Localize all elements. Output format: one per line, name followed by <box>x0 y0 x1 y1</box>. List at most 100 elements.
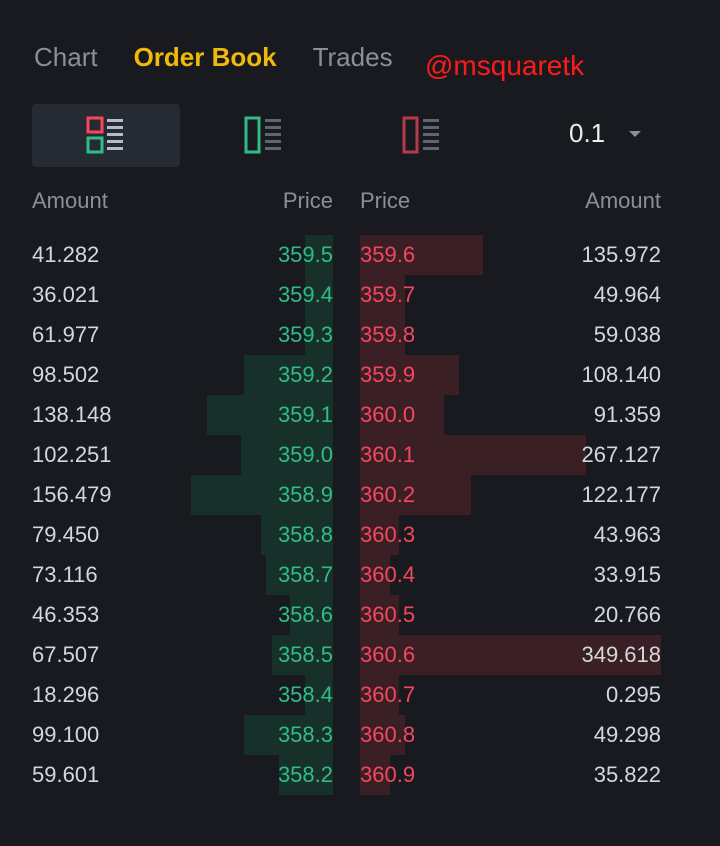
view-bids-button[interactable] <box>190 104 338 167</box>
bid-depth-bar <box>191 475 333 515</box>
order-book-row[interactable]: 18.296 358.4 360.7 0.295 <box>0 675 720 715</box>
bid-depth-bar <box>266 555 333 595</box>
bid-depth-bar <box>244 715 333 755</box>
ask-depth-bar <box>360 435 586 475</box>
bid-price: 358.7 <box>277 562 333 587</box>
ask-amount: 349.618 <box>581 642 661 667</box>
ask-depth-bar <box>360 715 405 755</box>
ask-price: 360.7 <box>360 682 416 707</box>
bid-price: 358.9 <box>277 482 333 507</box>
tab-chart[interactable]: Chart <box>34 41 98 72</box>
order-book-row[interactable]: 79.450 358.8 360.3 43.963 <box>0 515 720 555</box>
bid-amount: 18.296 <box>32 682 100 707</box>
bid-amount: 102.251 <box>32 442 112 467</box>
ask-amount: 135.972 <box>581 242 661 267</box>
ask-amount: 108.140 <box>581 362 661 387</box>
ask-depth-bar <box>360 515 399 555</box>
ask-depth-bar <box>360 635 661 675</box>
ask-amount: 59.038 <box>593 322 661 347</box>
bid-depth-bar <box>305 235 333 275</box>
bid-amount: 79.450 <box>32 522 100 547</box>
watermark-text: @msquaretk <box>425 50 585 81</box>
bid-price: 359.5 <box>277 242 333 267</box>
tab-trades[interactable]: Trades <box>312 41 393 72</box>
order-book-row[interactable]: 46.353 358.6 360.5 20.766 <box>0 595 720 635</box>
view-both-button[interactable] <box>32 104 180 167</box>
ask-price: 359.8 <box>360 322 416 347</box>
ask-price: 360.2 <box>360 482 416 507</box>
ask-amount: 43.963 <box>593 522 661 547</box>
ask-amount: 122.177 <box>581 482 661 507</box>
bid-amount: 98.502 <box>32 362 100 387</box>
bid-price: 359.0 <box>277 442 333 467</box>
header-ask-amount: Amount <box>585 188 661 213</box>
order-book-row[interactable]: 99.100 358.3 360.8 49.298 <box>0 715 720 755</box>
bid-depth-bar <box>290 595 333 635</box>
bid-price: 359.4 <box>277 282 333 307</box>
header-ask-price: Price <box>360 188 411 213</box>
order-book-row[interactable]: 102.251 359.0 360.1 267.127 <box>0 435 720 475</box>
bid-price: 358.6 <box>277 602 333 627</box>
order-book-row[interactable]: 73.116 358.7 360.4 33.915 <box>0 555 720 595</box>
ask-depth-bar <box>360 755 390 795</box>
bid-amount: 59.601 <box>32 762 100 787</box>
bid-depth-bar <box>305 675 333 715</box>
order-book-row[interactable]: 138.148 359.1 360.0 91.359 <box>0 395 720 435</box>
ask-price: 360.4 <box>360 562 416 587</box>
order-book-row[interactable]: 59.601 358.2 360.9 35.822 <box>0 755 720 795</box>
tab-bar: Chart Order Book Trades <box>34 40 429 74</box>
ask-price: 360.1 <box>360 442 416 467</box>
precision-value: 0.1 <box>569 118 606 148</box>
bid-amount: 67.507 <box>32 642 100 667</box>
ask-price: 360.5 <box>360 602 416 627</box>
bid-depth-bar <box>261 515 333 555</box>
ask-price: 360.3 <box>360 522 416 547</box>
ask-depth-bar <box>360 555 390 595</box>
ask-amount: 0.295 <box>605 682 661 707</box>
precision-selector[interactable]: 0.1 <box>569 118 642 149</box>
bid-amount: 156.479 <box>32 482 112 507</box>
bid-amount: 41.282 <box>32 242 100 267</box>
ask-amount: 20.766 <box>593 602 661 627</box>
bid-price: 358.4 <box>277 682 333 707</box>
order-book-row[interactable]: 41.282 359.5 359.6 135.972 <box>0 235 720 275</box>
header-bid-price: Price <box>282 188 333 213</box>
ask-price: 360.6 <box>360 642 416 667</box>
order-book-row[interactable]: 36.021 359.4 359.7 49.964 <box>0 275 720 315</box>
order-book-rows: 41.282 359.5 359.6 135.972 36.021 359.4 359.7 4… <box>0 235 720 795</box>
order-book-row[interactable]: 156.479 358.9 360.2 122.177 <box>0 475 720 515</box>
ask-depth-bar <box>360 595 399 635</box>
bid-price: 358.2 <box>277 762 333 787</box>
caret-down-icon <box>629 130 642 137</box>
ask-amount: 35.822 <box>593 762 661 787</box>
view-asks-button[interactable] <box>348 104 496 167</box>
bid-amount: 99.100 <box>32 722 100 747</box>
orderbook-both-icon <box>86 116 126 156</box>
order-book-row[interactable]: 67.507 358.5 360.6 349.618 <box>0 635 720 675</box>
bid-price: 359.2 <box>277 362 333 387</box>
ask-depth-bar <box>360 395 444 435</box>
bid-price: 359.1 <box>277 402 333 427</box>
bid-depth-bar <box>279 755 333 795</box>
bid-depth-bar <box>244 355 333 395</box>
ask-price: 360.8 <box>360 722 416 747</box>
orderbook-bids-icon <box>244 116 284 156</box>
bid-amount: 73.116 <box>32 562 98 587</box>
ask-amount: 91.359 <box>593 402 661 427</box>
ask-amount: 33.915 <box>593 562 661 587</box>
order-book-row[interactable]: 61.977 359.3 359.8 59.038 <box>0 315 720 355</box>
bid-amount: 46.353 <box>32 602 100 627</box>
ask-depth-bar <box>360 315 405 355</box>
ask-amount: 49.964 <box>593 282 661 307</box>
bid-price: 358.5 <box>277 642 333 667</box>
bid-depth-bar <box>207 395 333 435</box>
ask-depth-bar <box>360 475 471 515</box>
bid-depth-bar <box>305 315 333 355</box>
ask-price: 360.9 <box>360 762 416 787</box>
bid-depth-bar <box>305 275 333 315</box>
order-book-row[interactable]: 98.502 359.2 359.9 108.140 <box>0 355 720 395</box>
tab-order-book[interactable]: Order Book <box>133 41 277 72</box>
ask-depth-bar <box>360 235 483 275</box>
header-bid-amount: Amount <box>32 188 108 213</box>
